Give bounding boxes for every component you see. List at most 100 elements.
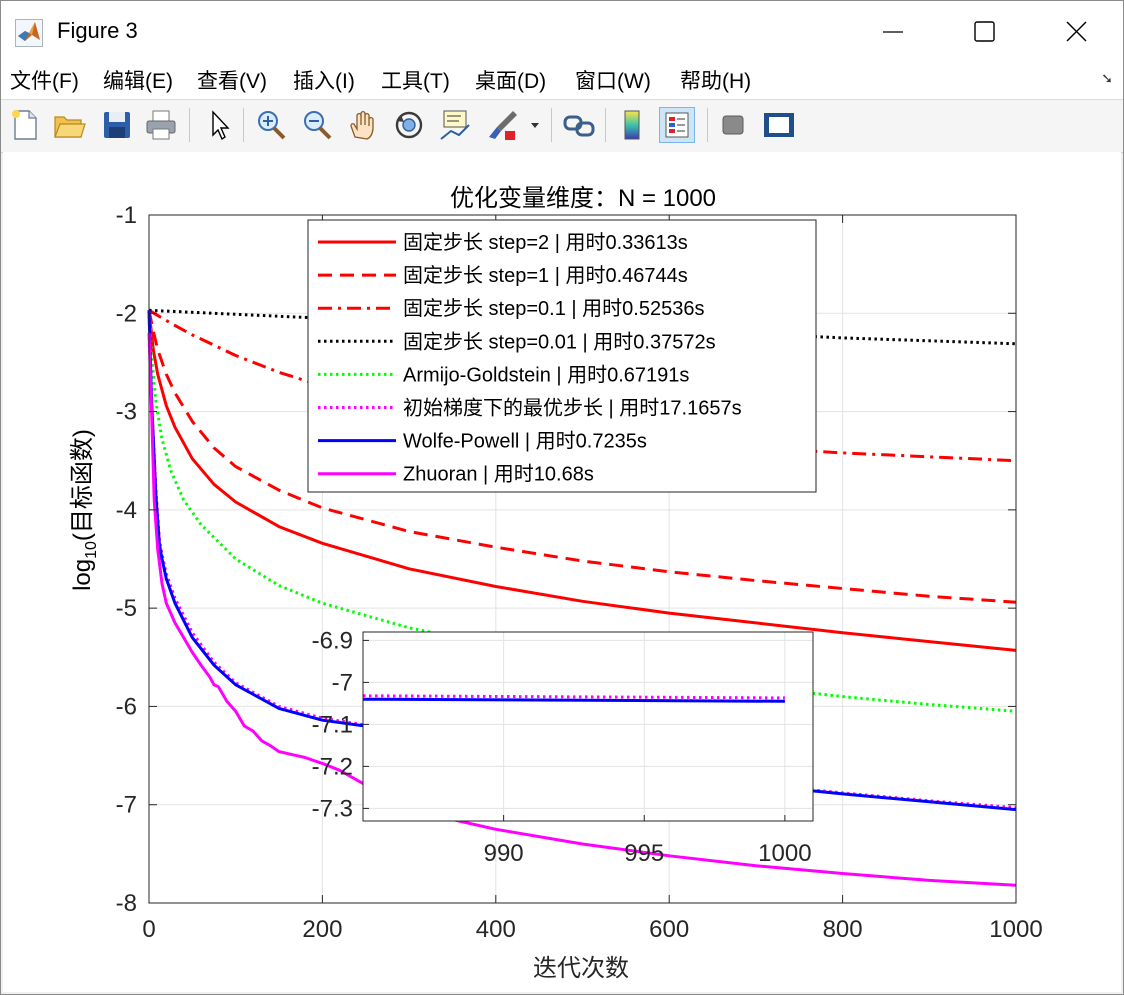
inset-border [362,631,814,822]
menu-desktop[interactable]: 桌面(D) [475,70,547,93]
y-tick-label: -1 [116,202,137,229]
toolbar-separator [243,108,244,142]
menu-insert[interactable]: 插入(I) [293,70,355,93]
minimize-icon [883,31,903,33]
close-icon [1066,21,1087,42]
x-tick-label: 800 [823,916,863,943]
x-axis-label: 迭代次数 [533,955,629,982]
minimize-button[interactable] [847,1,939,61]
legend-entry: 固定步长 step=0.01 | 用时0.37572s [403,330,716,353]
legend-entry: Armijo-Goldstein | 用时0.67191s [403,363,689,386]
y-tick-label: -7 [116,792,137,819]
menu-window[interactable]: 窗口(W) [575,70,651,93]
y-axis-label-rest: (目标函数) [69,429,96,541]
pointer-arrow-icon [212,110,230,141]
new-figure-button[interactable] [7,107,43,143]
y-tick-label: -6 [116,693,137,720]
folder-icon [54,116,86,138]
matlab-icon [15,19,43,47]
menu-edit[interactable]: 编辑(E) [103,70,173,93]
inset-background [363,632,813,821]
inset-y-tick-label: -7.2 [312,753,353,780]
legend-entry: 初始梯度下的最优步长 | 用时17.1657s [403,397,742,420]
series-line-1 [147,309,1017,604]
dropdown-arrow-icon [531,123,539,128]
insert-colorbar-button[interactable] [615,107,651,143]
brush-button[interactable] [485,107,521,143]
menu-view[interactable]: 查看(V) [197,70,267,93]
y-axis-label: log10(目标函数) [69,429,100,591]
series-line-7 [147,332,1017,887]
inset-y-tick-label: -7.3 [312,795,353,822]
inset-series-line-1 [362,697,785,703]
hide-plot-tools-button[interactable] [715,107,751,143]
rotate-3d-button[interactable] [391,107,427,143]
colorbar-icon [624,110,640,140]
link-plot-button[interactable] [561,107,597,143]
brush-dropdown[interactable] [525,107,545,143]
toolbar-separator [707,108,708,142]
x-tick-label: 400 [476,916,516,943]
insert-legend-button[interactable] [659,107,695,143]
inset-x-tick-label: 1000 [758,840,811,867]
y-axis-label-subscript: 10 [83,541,100,559]
inset-y-tick-label: -7 [332,669,353,696]
menu-help[interactable]: 帮助(H) [680,70,752,93]
zoom-out-icon [304,111,332,140]
pan-button[interactable] [345,107,381,143]
brush-icon [489,111,517,140]
legend-icon [665,112,689,138]
legend-entry: Zhuoran | 用时10.68s [403,463,594,486]
title-bar: Figure 3 [1,1,1123,61]
plot-area-border [148,214,1017,904]
data-cursor-button[interactable] [437,107,473,143]
menu-file[interactable]: 文件(F) [10,70,79,93]
hide-tools-icon [722,115,744,135]
zoom-in-button[interactable] [253,107,289,143]
y-axis-label-main: log [69,559,96,591]
zoom-out-button[interactable] [299,107,335,143]
figure-canvas: 优化变量维度：N = 1000 迭代次数 log10(目标函数) 0 200 400… [3,152,1121,992]
toolbar-separator [551,108,552,142]
x-tick-label: 1000 [989,916,1042,943]
inset-x-tick-label: 995 [624,840,664,867]
chart-title: 优化变量维度：N = 1000 [450,185,716,212]
legend-entry: Wolfe-Powell | 用时0.7235s [403,430,647,453]
save-icon [104,112,130,138]
show-plot-tools-button[interactable] [761,107,797,143]
new-file-icon [12,110,37,140]
zoom-in-icon [258,111,286,140]
close-button[interactable] [1031,1,1123,61]
data-tip-icon [440,110,470,140]
dock-arrow-icon[interactable]: ➘ [1101,71,1113,87]
hand-icon [350,110,374,140]
print-button[interactable] [143,107,179,143]
printer-icon [146,110,176,140]
legend-entry: 固定步长 step=0.1 | 用时0.52536s [403,297,704,320]
legend-entry: 固定步长 step=2 | 用时0.33613s [403,231,688,254]
x-tick-label: 200 [302,916,342,943]
window-title: Figure 3 [57,18,138,43]
inset-x-tick-label: 990 [484,840,524,867]
link-icon [563,115,595,137]
legend-box[interactable] [307,219,817,493]
y-tick-label: -4 [116,497,137,524]
menu-bar: 文件(F) 编辑(E) 查看(V) 插入(I) 工具(T) 桌面(D) 窗口(W… [1,61,1123,99]
maximize-button[interactable] [939,1,1031,61]
save-button[interactable] [99,107,135,143]
menu-tools[interactable]: 工具(T) [381,70,450,93]
toolbar-separator [605,108,606,142]
y-tick-label: -3 [116,399,137,426]
legend-entry: 固定步长 step=1 | 用时0.46744s [403,264,688,287]
show-tools-icon [764,113,794,137]
x-tick-label: 0 [142,916,155,943]
toolbar [1,99,1123,153]
inset-y-tick-label: -6.9 [312,627,353,654]
inset-series-line-0 [362,694,785,700]
edit-plot-button[interactable] [201,107,237,143]
chart: 优化变量维度：N = 1000 迭代次数 log10(目标函数) 0 200 400… [69,185,1043,982]
open-file-button[interactable] [51,107,87,143]
inset-y-tick-label: -7.1 [312,711,353,738]
rotate-icon [395,111,423,139]
